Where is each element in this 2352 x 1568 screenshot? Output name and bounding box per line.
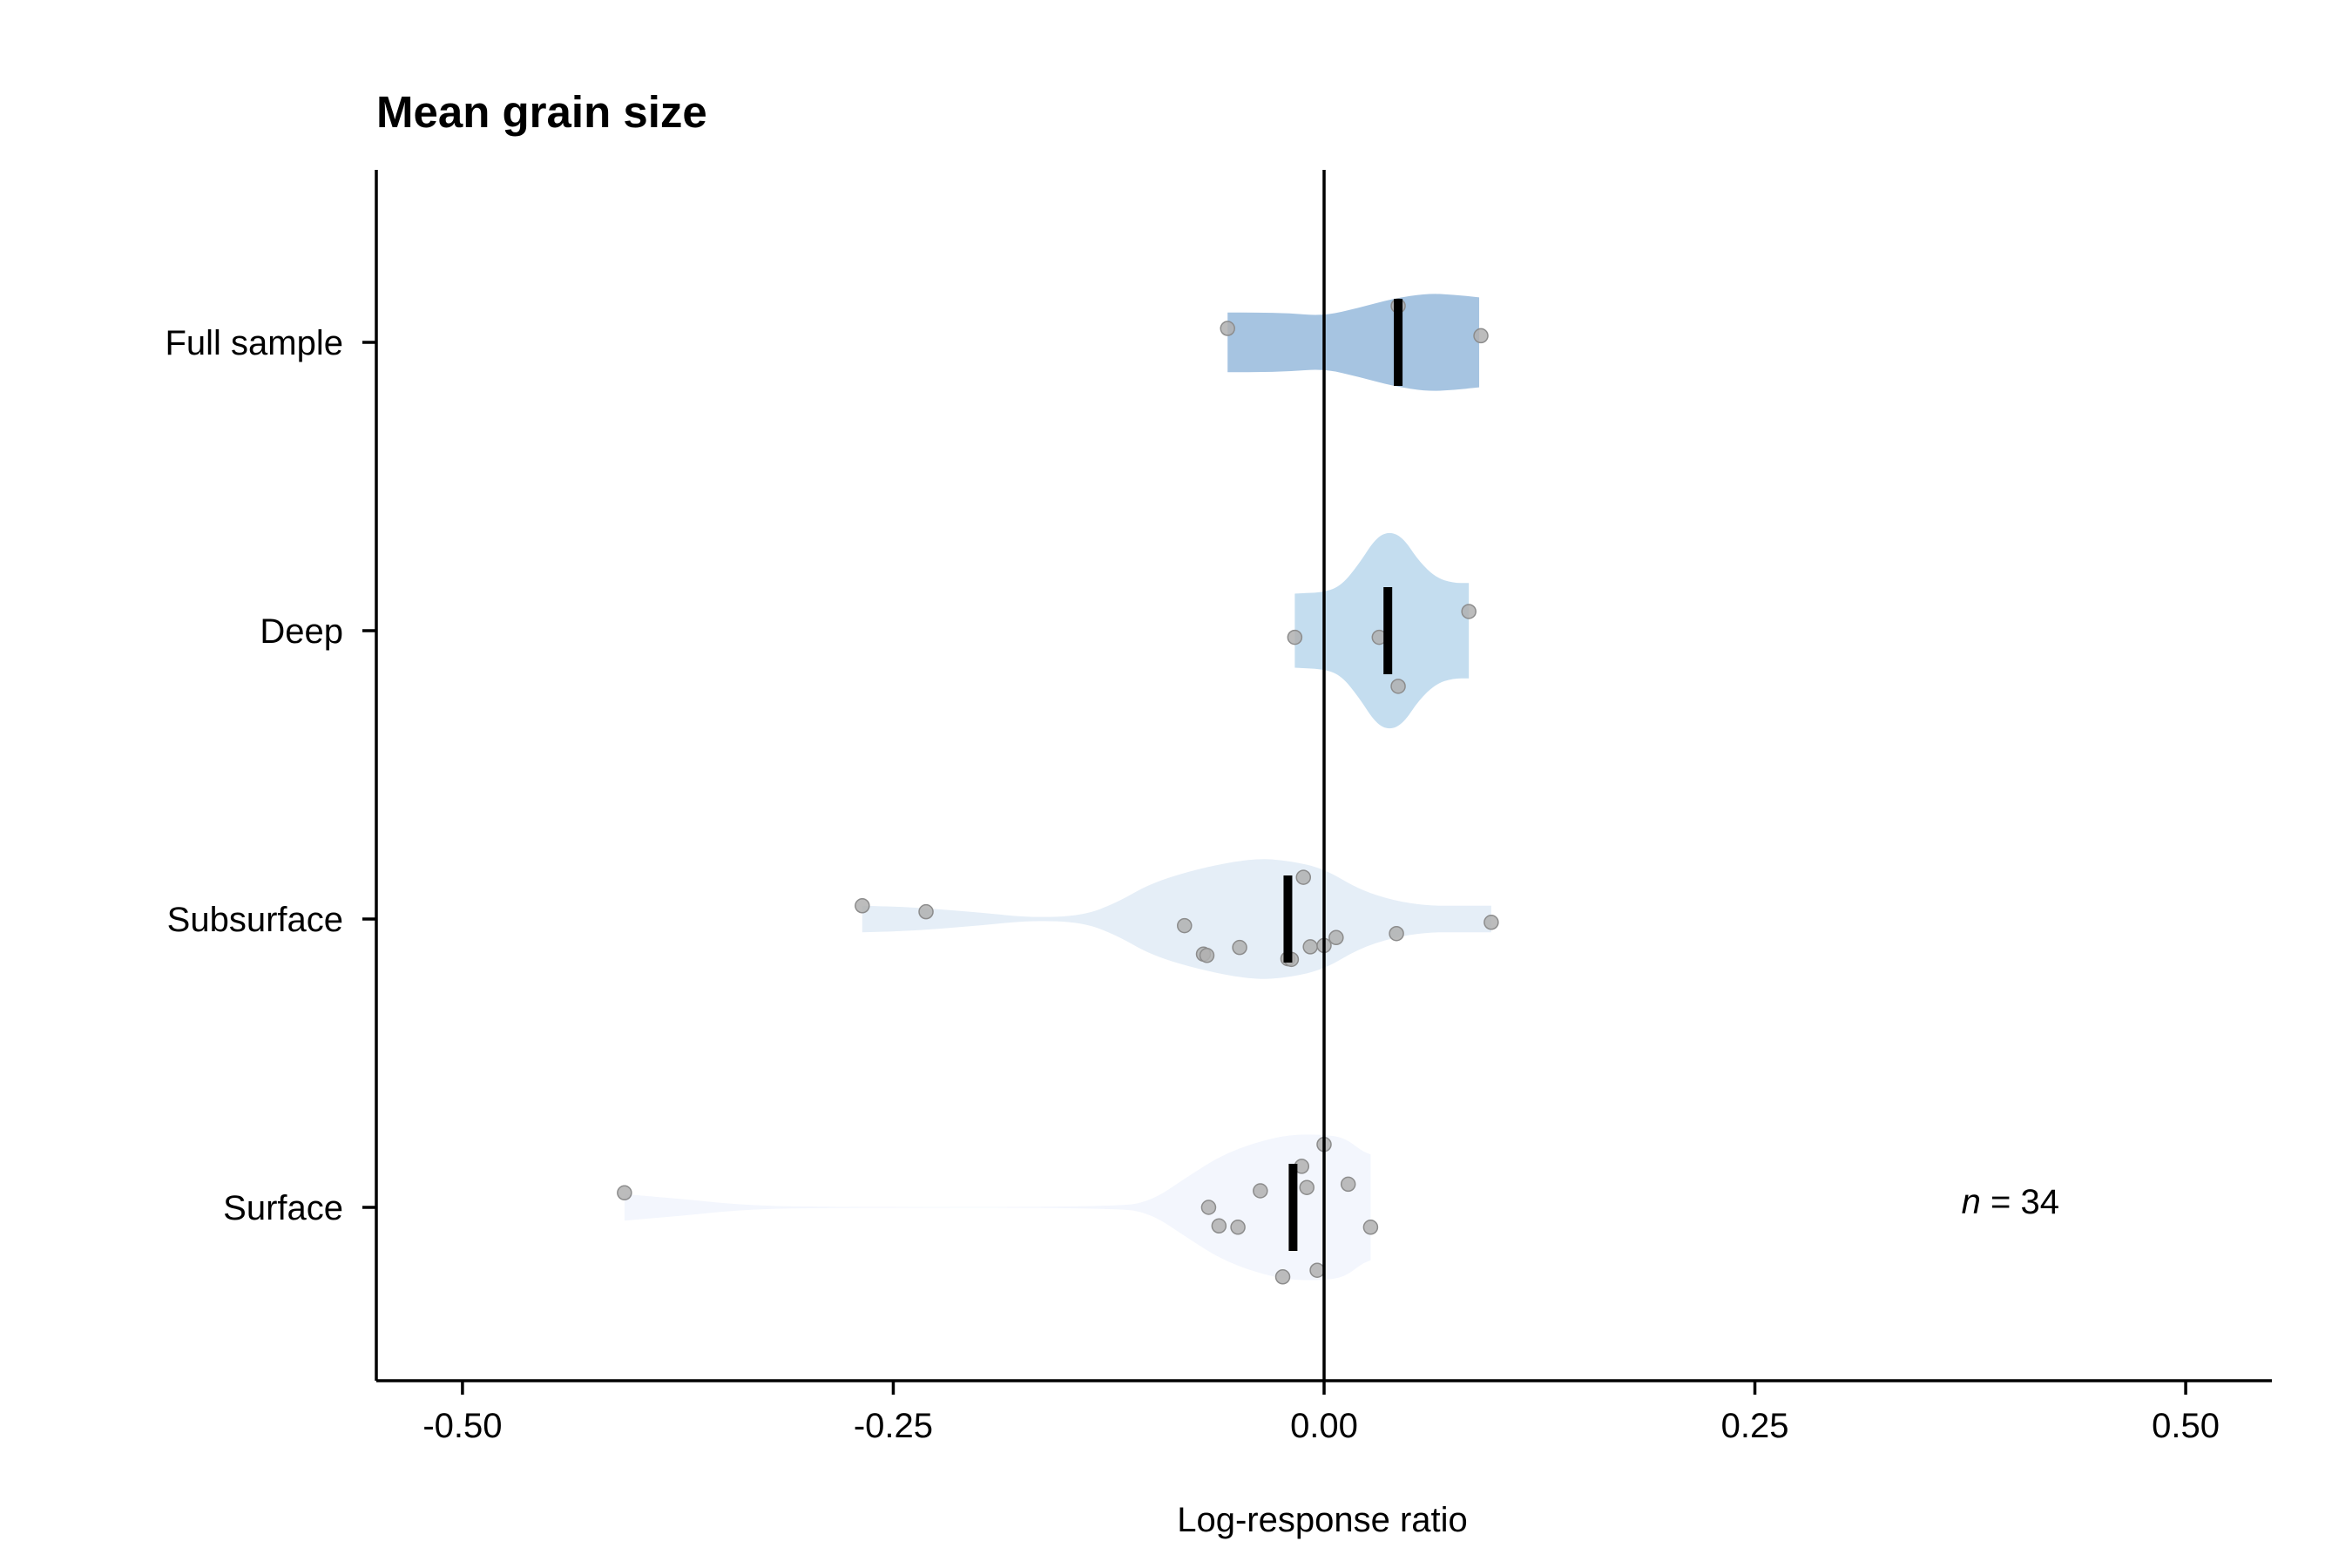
point-subsurface-13 [1484, 915, 1499, 930]
violin-subsurface [862, 859, 1491, 979]
point-surface-9 [1362, 1220, 1379, 1235]
point-surface-3 [1253, 1183, 1268, 1199]
x-tick-label-3: 0.25 [1721, 1407, 1789, 1445]
point-subsurface-6 [1199, 948, 1215, 963]
y-tick-label-subsurface: Subsurface [167, 901, 343, 939]
point-full-sample-2 [1473, 328, 1489, 344]
point-surface-6 [1200, 1200, 1217, 1215]
point-subsurface-0 [855, 898, 870, 914]
point-surface-0 [617, 1185, 632, 1201]
x-axis-ticks: -0.50 -0.25 0.00 0.25 0.50 [422, 1381, 2220, 1445]
violins [624, 294, 1491, 1281]
point-subsurface-4 [1232, 939, 1247, 956]
point-surface-11 [1274, 1269, 1291, 1285]
violin-full-sample [1227, 294, 1480, 391]
point-surface-8 [1230, 1220, 1246, 1235]
point-subsurface-3 [1177, 917, 1193, 934]
y-tick-label-surface: Surface [223, 1189, 343, 1227]
chart-title: Mean grain size [376, 87, 707, 137]
point-surface-7 [1211, 1218, 1227, 1234]
point-surface-5 [1340, 1176, 1356, 1193]
point-deep-1 [1287, 629, 1303, 645]
sample-size-annotation: n = 34 [1962, 1183, 2059, 1221]
y-tick-label-full-sample: Full sample [165, 324, 343, 362]
x-tick-label-2: 0.00 [1290, 1407, 1358, 1445]
mean-markers [1283, 299, 1403, 1251]
x-tick-label-4: 0.50 [2152, 1407, 2220, 1445]
point-subsurface-1 [918, 903, 934, 920]
y-tick-label-deep: Deep [260, 612, 343, 651]
sample-size-value: = 34 [1981, 1183, 2059, 1221]
point-surface-10 [1309, 1262, 1325, 1278]
point-full-sample-1 [1220, 321, 1235, 336]
violin-surface [624, 1134, 1371, 1281]
x-tick-label-0: -0.50 [422, 1407, 502, 1445]
point-deep-3 [1390, 679, 1406, 694]
point-deep-0 [1461, 604, 1477, 619]
x-tick-label-1: -0.25 [854, 1407, 933, 1445]
point-subsurface-11 [1328, 929, 1344, 946]
sample-size-symbol: n [1962, 1183, 1981, 1221]
point-surface-4 [1299, 1179, 1315, 1195]
point-subsurface-2 [1295, 869, 1312, 885]
y-axis-ticks: Full sample Deep Subsurface Surface [165, 324, 376, 1227]
data-points [617, 298, 1499, 1285]
x-axis-label: Log-response ratio [1177, 1501, 1468, 1539]
point-subsurface-12 [1389, 925, 1404, 942]
point-subsurface-9 [1302, 939, 1318, 955]
